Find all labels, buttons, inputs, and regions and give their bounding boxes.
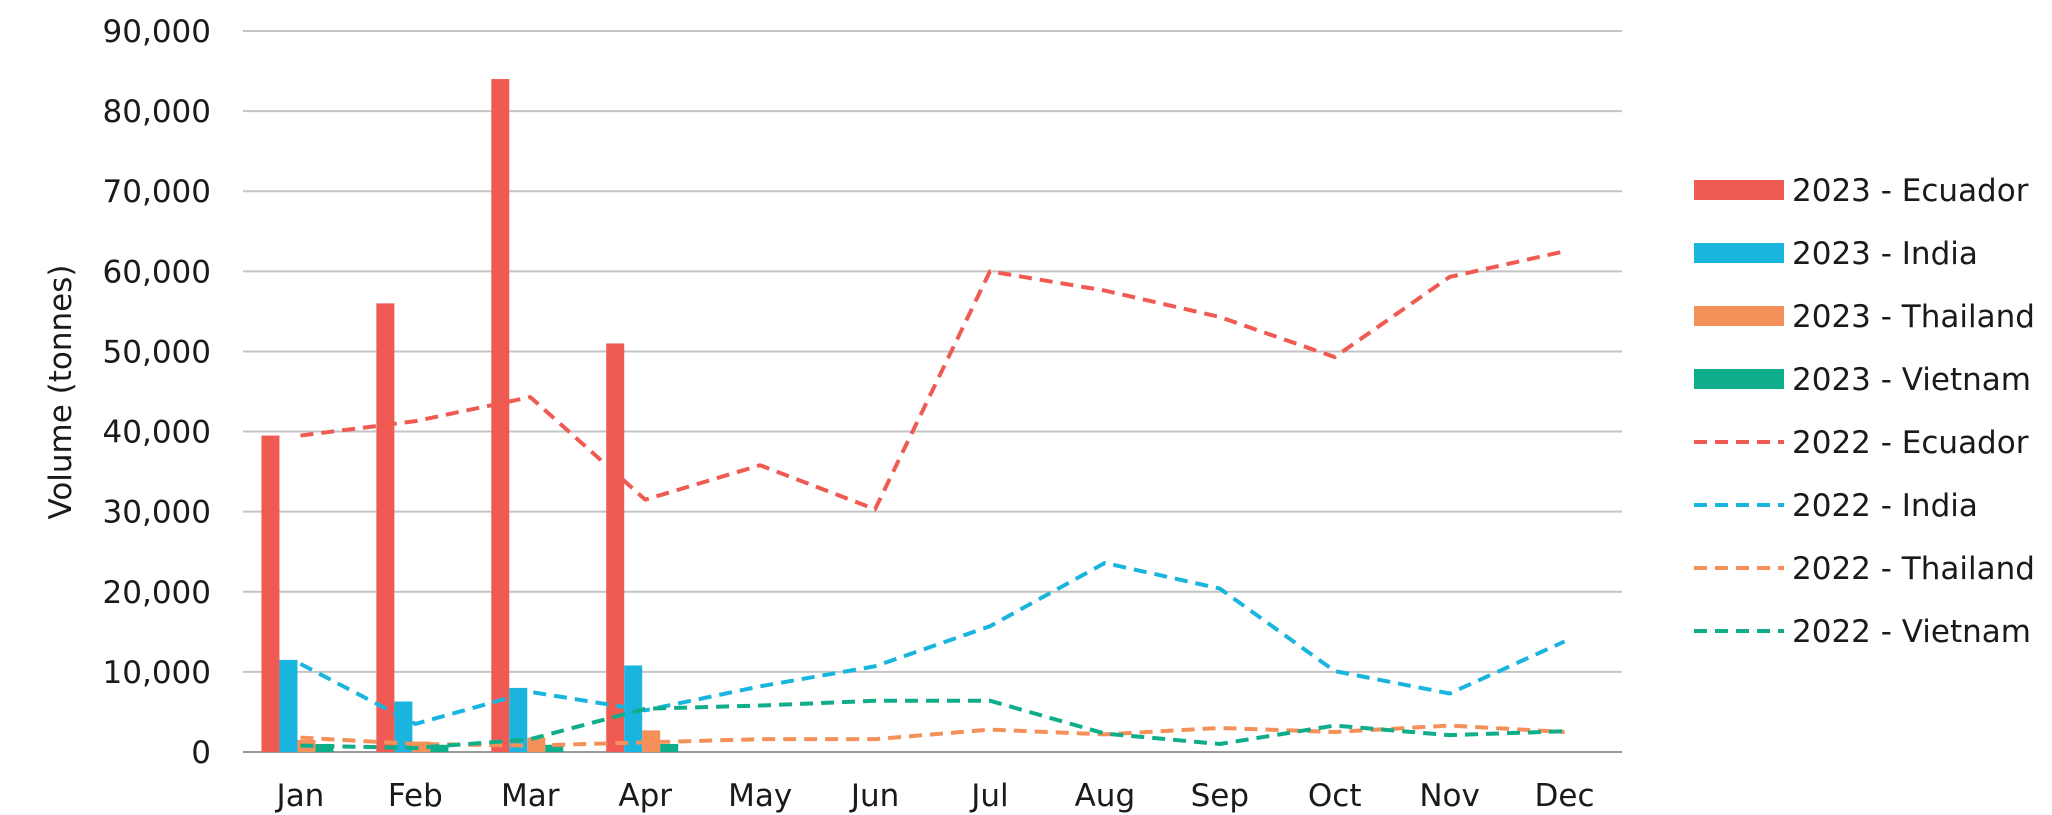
legend-label: 2023 - Ecuador (1792, 173, 2029, 209)
x-tick-label: Mar (501, 778, 560, 814)
y-tick-label: 60,000 (103, 254, 211, 290)
legend-swatch (1694, 180, 1784, 200)
series-line (300, 698, 1565, 750)
y-tick-label: 70,000 (103, 174, 211, 210)
y-tick-label: 80,000 (103, 94, 211, 130)
y-axis-title: Volume (tonnes) (43, 265, 79, 520)
legend-swatch (1694, 243, 1784, 263)
bar (279, 659, 298, 752)
legend-label: 2022 - Ecuador (1792, 425, 2029, 461)
x-tick-label: Jan (275, 778, 325, 814)
legend-label: 2023 - Vietnam (1792, 362, 2031, 398)
bar (509, 687, 528, 752)
series-line (300, 249, 1565, 512)
y-tick-label: 50,000 (103, 334, 211, 370)
bar (412, 741, 431, 752)
x-tick-label: Nov (1419, 778, 1480, 814)
legend: 2023 - Ecuador 2023 - India 2023 - Thailan… (1694, 173, 2035, 650)
grid-lines (243, 30, 1622, 753)
y-tick-label: 20,000 (103, 575, 211, 611)
bar (624, 665, 643, 752)
legend-swatch (1694, 306, 1784, 326)
y-tick-label: 90,000 (103, 14, 211, 50)
y-tick-label: 40,000 (103, 415, 211, 451)
x-tick-label: Sep (1191, 778, 1249, 814)
y-axis: 0 10,000 20,000 30,000 40,000 50,000 60,000 70,… (103, 14, 211, 771)
x-tick-label: Dec (1535, 778, 1595, 814)
bar-marks (261, 79, 679, 753)
bar (606, 343, 625, 752)
y-tick-label: 10,000 (103, 655, 211, 691)
bar (376, 303, 395, 752)
x-tick-label: May (728, 778, 792, 814)
legend-label: 2023 - Thailand (1792, 299, 2035, 335)
legend-label: 2022 - India (1792, 488, 1978, 524)
bar (660, 743, 679, 752)
bar (642, 730, 661, 752)
legend-label: 2022 - Vietnam (1792, 614, 2031, 650)
x-tick-label: Feb (388, 778, 443, 814)
bar (430, 744, 449, 752)
line-marks (299, 249, 1566, 750)
series-line (299, 560, 1566, 726)
x-tick-label: Jul (969, 778, 1008, 814)
legend-swatch (1694, 369, 1784, 389)
legend-label: 2022 - Thailand (1792, 551, 2035, 587)
y-tick-label: 30,000 (103, 495, 211, 531)
x-tick-label: Oct (1308, 778, 1362, 814)
x-tick-label: Jun (849, 778, 899, 814)
bar (261, 435, 280, 752)
y-tick-label: 0 (191, 735, 211, 771)
x-tick-label: Apr (618, 778, 672, 814)
legend-label: 2023 - India (1792, 236, 1978, 272)
bar (545, 744, 564, 752)
x-tick-label: Aug (1075, 778, 1136, 814)
series-line (300, 723, 1565, 748)
x-axis: Jan Feb Mar Apr May Jun Jul Aug Sep Oct Nov Dec (275, 778, 1595, 814)
bar (491, 79, 510, 753)
